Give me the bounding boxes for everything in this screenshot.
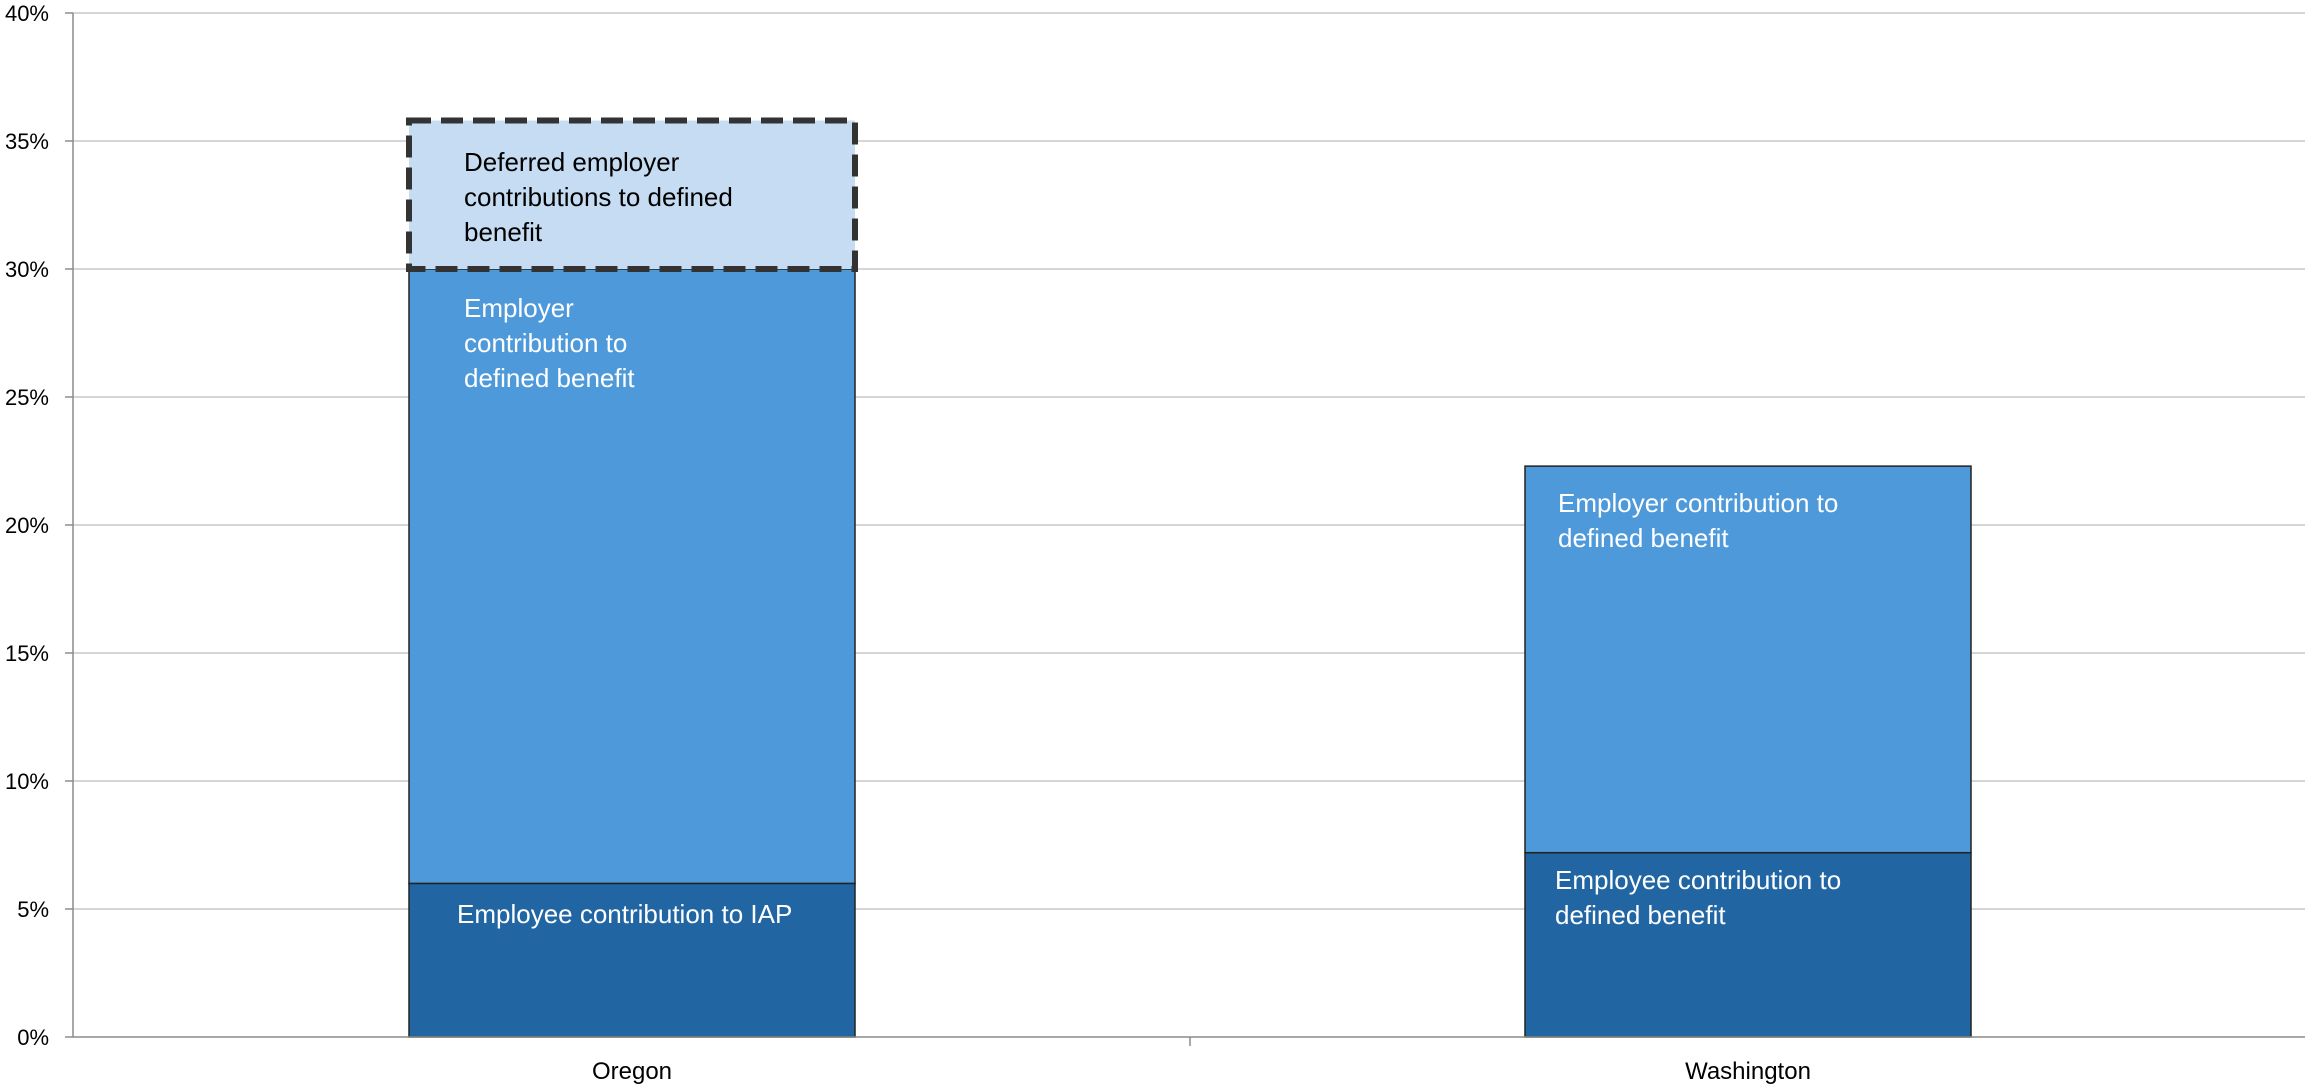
segment-label: Employer contribution to defined benefit: [1558, 488, 1839, 554]
category-labels: Oregon Washington: [592, 1058, 1811, 1084]
y-tick-label: 5%: [17, 897, 49, 922]
y-tick-label: 0%: [17, 1025, 49, 1050]
category-label-washington: Washington: [1685, 1058, 1811, 1084]
y-tick-label: 15%: [5, 641, 49, 666]
segment-label: Employee contribution to IAP: [457, 899, 793, 930]
y-tick-label: 40%: [5, 1, 49, 26]
bar-segment-oregon-deferred: [406, 117, 858, 272]
segment-label: Employee contribution to defined benefit: [1555, 864, 1842, 930]
bar-segment-oregon-1: [408, 268, 856, 885]
y-tick-label: 25%: [5, 385, 49, 410]
y-tick-label: 20%: [5, 513, 49, 538]
category-label-oregon: Oregon: [592, 1058, 672, 1084]
y-tick-labels: 0% 5% 10% 15% 20% 25% 30% 35% 40%: [5, 1, 73, 1050]
y-tick-label: 30%: [5, 257, 49, 282]
segment-label: Employer contribution to defined benefit: [464, 293, 635, 393]
bar-segment-washington-1: [1524, 465, 1972, 854]
y-tick-label: 35%: [5, 129, 49, 154]
segment-label: Deferred employer contributions to defin…: [464, 146, 733, 247]
y-tick-label: 10%: [5, 769, 49, 794]
bars: [406, 117, 1972, 1038]
bar-segment-oregon-0: [408, 882, 856, 1038]
